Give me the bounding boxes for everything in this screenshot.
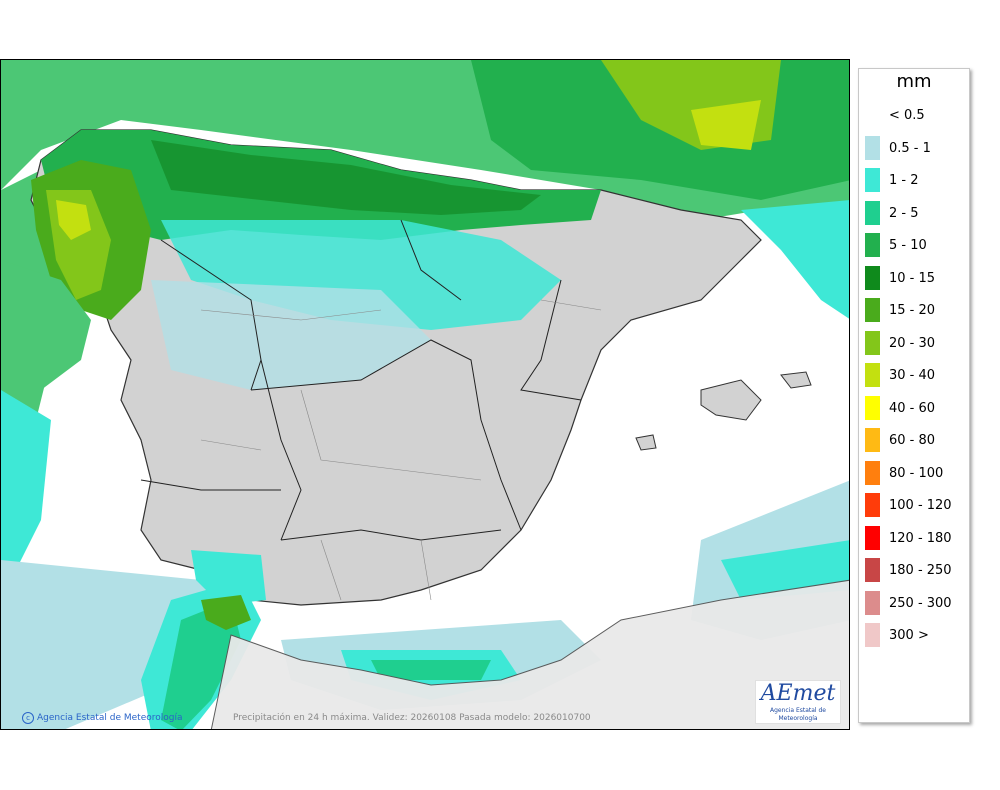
legend-swatch bbox=[865, 298, 880, 322]
legend-item: 40 - 60 bbox=[859, 395, 969, 428]
legend-title: mm bbox=[896, 71, 932, 92]
legend-swatch bbox=[865, 103, 880, 127]
legend-swatch bbox=[865, 525, 880, 550]
ibiza bbox=[635, 434, 657, 451]
strait-green bbox=[161, 600, 241, 729]
center-lightblue bbox=[151, 280, 431, 390]
legend-item: 1 - 2 bbox=[859, 168, 969, 200]
galicia-yellow bbox=[56, 200, 91, 240]
mallorca bbox=[700, 379, 762, 421]
logo-word: AEmet bbox=[760, 681, 836, 706]
legend-label: 10 - 15 bbox=[889, 270, 936, 286]
legend-item: 60 - 80 bbox=[859, 428, 969, 460]
legend-swatch bbox=[865, 558, 880, 582]
legend-swatch bbox=[865, 428, 880, 452]
logo-sub: Agencia Estatal de Meteorología bbox=[769, 707, 826, 722]
credit-text: c Agencia Estatal de Meteorología bbox=[22, 712, 183, 724]
legend-swatch bbox=[865, 200, 880, 225]
menorca bbox=[780, 371, 812, 389]
copyright-icon: c bbox=[22, 712, 34, 724]
legend-label: 2 - 5 bbox=[889, 205, 919, 221]
legend-swatch bbox=[865, 330, 880, 355]
precipitation-map bbox=[0, 59, 850, 730]
legend-label: 300 > bbox=[889, 628, 929, 643]
legend-swatch bbox=[865, 168, 880, 192]
region-borders bbox=[140, 219, 582, 541]
legend-label: 40 - 60 bbox=[889, 400, 936, 416]
legend-label: 0.5 - 1 bbox=[889, 140, 931, 156]
legend-item: 250 - 300 bbox=[859, 590, 969, 623]
legend-swatch bbox=[865, 363, 880, 387]
legend-item: 120 - 180 bbox=[859, 525, 969, 558]
legend-item: 2 - 5 bbox=[859, 200, 969, 233]
province-borders bbox=[200, 299, 602, 601]
legend-item: 100 - 120 bbox=[859, 493, 969, 525]
legend-label: 180 - 250 bbox=[889, 563, 952, 578]
aemet-logo: AEmet Agencia Estatal de Meteorología bbox=[755, 680, 841, 724]
south-sea-lightblue bbox=[1, 560, 221, 729]
legend-item: 80 - 100 bbox=[859, 460, 969, 493]
legend-item: 20 - 30 bbox=[859, 330, 969, 363]
legend-item: 10 - 15 bbox=[859, 265, 969, 298]
legend-item: 5 - 10 bbox=[859, 233, 969, 265]
legend-item: < 0.5 bbox=[859, 103, 969, 135]
legend-swatch bbox=[865, 233, 880, 257]
east-sea-cyan bbox=[741, 200, 849, 319]
legend-item: 300 > bbox=[859, 623, 969, 655]
west-land-green bbox=[1, 260, 91, 390]
cadiz-green bbox=[201, 595, 251, 630]
north-land-dark bbox=[151, 140, 541, 215]
biscay-spot bbox=[691, 100, 761, 150]
legend-swatch bbox=[865, 460, 880, 485]
legend-label: < 0.5 bbox=[889, 108, 925, 123]
legend-swatch bbox=[865, 493, 880, 517]
map-caption: Precipitación en 24 h máxima. Validez: 2… bbox=[233, 713, 591, 723]
legend-label: 120 - 180 bbox=[889, 530, 952, 546]
legend-label: 20 - 30 bbox=[889, 335, 936, 351]
legend-label: 250 - 300 bbox=[889, 595, 952, 611]
map-canvas bbox=[1, 60, 849, 729]
alboran-green bbox=[371, 660, 491, 680]
legend-label: 30 - 40 bbox=[889, 368, 936, 383]
legend-swatch bbox=[865, 623, 880, 647]
legend-swatch bbox=[865, 265, 880, 290]
legend-label: 80 - 100 bbox=[889, 465, 944, 481]
legend-label: 100 - 120 bbox=[889, 498, 952, 513]
south-land-cyan bbox=[191, 550, 266, 605]
credit-label: Agencia Estatal de Meteorología bbox=[37, 713, 183, 723]
legend-swatch bbox=[865, 590, 880, 615]
legend: mm < 0.5 0.5 - 1 1 - 2 2 - 5 5 - 10 10 - 15 15… bbox=[858, 68, 970, 723]
west-sea-cyan bbox=[1, 390, 51, 600]
legend-item: 15 - 20 bbox=[859, 298, 969, 330]
legend-item: 180 - 250 bbox=[859, 558, 969, 590]
legend-swatch bbox=[865, 135, 880, 160]
legend-label: 5 - 10 bbox=[889, 238, 927, 253]
legend-swatch bbox=[865, 395, 880, 420]
legend-label: 60 - 80 bbox=[889, 433, 936, 448]
legend-label: 1 - 2 bbox=[889, 173, 919, 188]
legend-item: 0.5 - 1 bbox=[859, 135, 969, 168]
legend-item: 30 - 40 bbox=[859, 363, 969, 395]
legend-label: 15 - 20 bbox=[889, 303, 936, 318]
africa-land bbox=[210, 579, 849, 729]
